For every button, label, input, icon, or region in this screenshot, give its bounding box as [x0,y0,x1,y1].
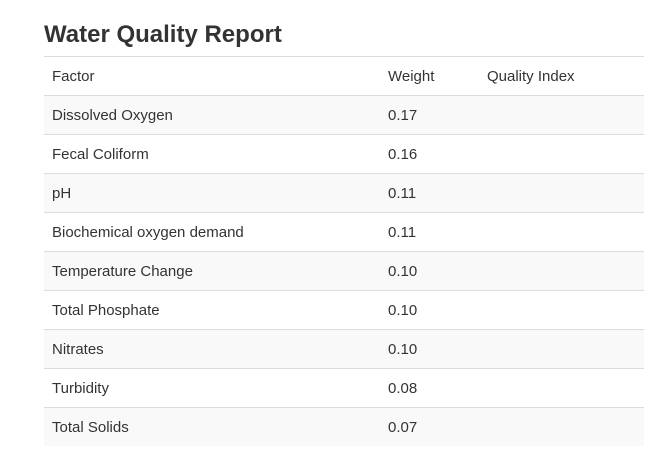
weight-cell: 0.11 [380,212,479,252]
weight-cell: 0.07 [380,407,479,446]
page-title: Water Quality Report [44,21,282,48]
quality-index-cell [479,329,644,369]
weight-cell: 0.11 [380,173,479,213]
table-row: Biochemical oxygen demand 0.11 [44,212,644,252]
factor-cell: Nitrates [44,329,380,369]
quality-index-cell [479,407,644,446]
quality-index-cell [479,95,644,135]
factor-cell: Temperature Change [44,251,380,291]
table-header: Factor Weight Quality Index [44,56,644,96]
table-row: Total Solids 0.07 [44,407,644,446]
quality-index-cell [479,173,644,213]
factor-cell: Total Phosphate [44,290,380,330]
quality-index-cell [479,212,644,252]
table-row: pH 0.11 [44,173,644,213]
column-header-factor: Factor [44,56,380,96]
factor-cell: Total Solids [44,407,380,446]
table-body: Dissolved Oxygen 0.17 Fecal Coliform 0.1… [44,95,644,446]
weight-cell: 0.10 [380,329,479,369]
quality-table: Factor Weight Quality Index Dissolved Ox… [44,56,644,446]
factor-cell: Turbidity [44,368,380,408]
weight-cell: 0.10 [380,290,479,330]
factor-cell: Dissolved Oxygen [44,95,380,135]
table-row: Nitrates 0.10 [44,329,644,369]
quality-index-cell [479,290,644,330]
table-row: Temperature Change 0.10 [44,251,644,291]
table-row: Turbidity 0.08 [44,368,644,408]
table-row: Fecal Coliform 0.16 [44,134,644,174]
factor-cell: pH [44,173,380,213]
quality-index-cell [479,368,644,408]
weight-cell: 0.17 [380,95,479,135]
table-row: Dissolved Oxygen 0.17 [44,95,644,135]
quality-index-cell [479,134,644,174]
column-header-weight: Weight [380,56,479,96]
factor-cell: Biochemical oxygen demand [44,212,380,252]
table-header-row: Factor Weight Quality Index [44,56,644,96]
table-row: Total Phosphate 0.10 [44,290,644,330]
weight-cell: 0.08 [380,368,479,408]
quality-index-cell [479,251,644,291]
water-quality-report: Water Quality Report Factor Weight Quali… [44,18,644,446]
weight-cell: 0.10 [380,251,479,291]
weight-cell: 0.16 [380,134,479,174]
factor-cell: Fecal Coliform [44,134,380,174]
column-header-quality-index: Quality Index [479,56,644,96]
